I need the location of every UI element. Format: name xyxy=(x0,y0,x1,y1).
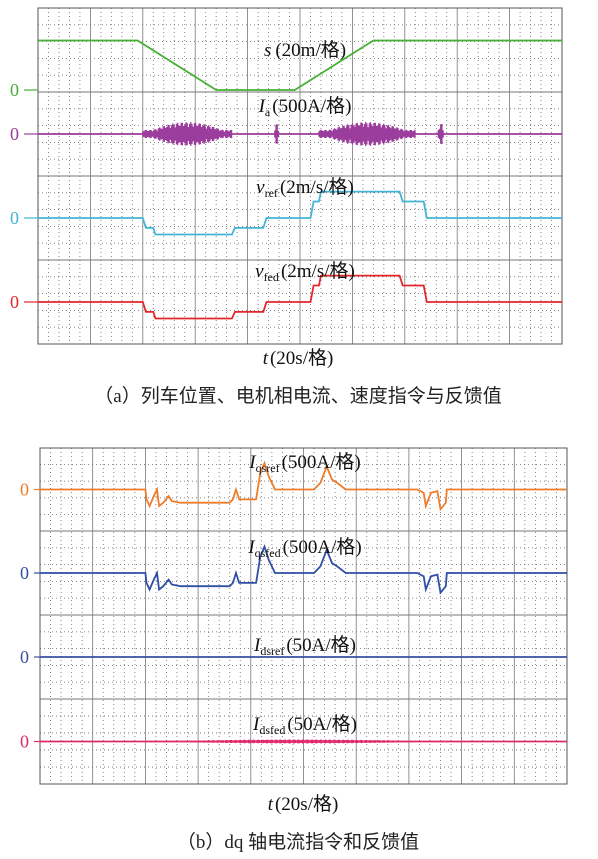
series-burst xyxy=(274,124,280,144)
caption-a: （a）列车位置、电机相电流、速度指令与反馈值 xyxy=(94,385,501,407)
zero-label: 0 xyxy=(20,480,29,500)
series-line-s xyxy=(38,39,562,91)
series-label: Ia (500A/格) xyxy=(258,95,352,119)
zero-label: 0 xyxy=(20,732,29,752)
series-burst xyxy=(437,124,444,144)
zero-label: 0 xyxy=(10,292,19,312)
zero-label: 0 xyxy=(20,647,29,667)
zero-label: 0 xyxy=(10,208,19,228)
xlabel-b: t (20s/格) xyxy=(268,793,339,815)
grid xyxy=(37,7,563,345)
series-burst xyxy=(318,122,416,146)
series-line-vfed xyxy=(38,274,562,320)
series-label: vref (2m/s/格) xyxy=(256,176,354,200)
series-label: Iqsref (500A/格) xyxy=(248,451,360,475)
zero-label: 0 xyxy=(20,563,29,583)
grid xyxy=(39,447,568,785)
series-label: vfed (2m/s/格) xyxy=(255,260,355,284)
series-label: Iqsfed (500A/格) xyxy=(247,536,361,560)
series-line-vref xyxy=(38,190,562,236)
series-line-Iqsref xyxy=(40,460,567,512)
zero-label: 0 xyxy=(10,124,19,144)
caption-b: （b）dq 轴电流指令和反馈值 xyxy=(177,831,419,853)
series-burst xyxy=(144,739,451,744)
xlabel-a: t (20s/格) xyxy=(263,347,334,369)
chart-panel-0: 0 s (20m/格) 0 Ia (500A/格) 0 vref (2m/s/格) 0 vfed (2… xyxy=(10,7,563,345)
series-line-Iqsfed xyxy=(40,544,567,595)
series-label: Idsfed (50A/格) xyxy=(252,713,357,737)
series-label: s (20m/格) xyxy=(264,39,346,61)
series-label: Idsref (50A/格) xyxy=(253,634,356,658)
series-burst xyxy=(142,122,233,146)
zero-label: 0 xyxy=(10,80,19,100)
chart-panel-1: 0 Iqsref (500A/格) 0 Iqsfed (500A/格) 0 Idsref (50… xyxy=(20,447,568,785)
